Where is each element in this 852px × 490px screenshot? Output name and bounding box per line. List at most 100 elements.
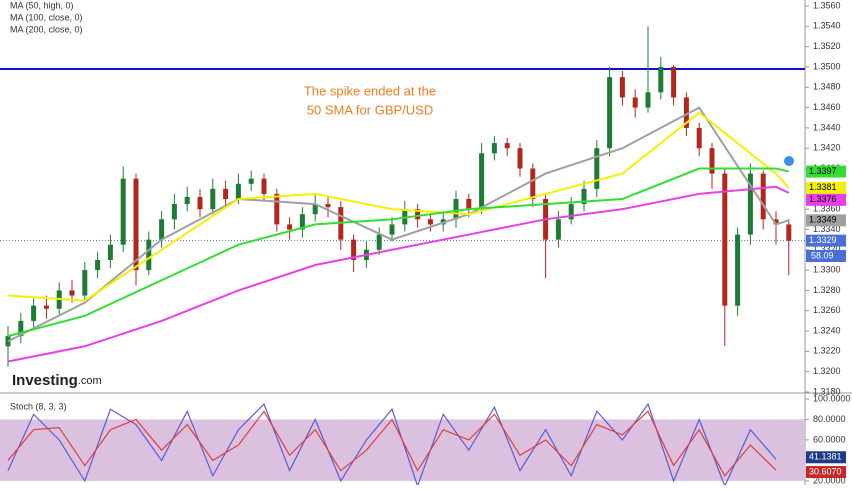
moving-average [7, 106, 790, 343]
candle-body [159, 219, 165, 240]
y-tick-label: 1.3280 [813, 285, 841, 295]
y-tick-label: 1.3240 [813, 325, 841, 335]
candle-body [594, 148, 600, 189]
candle-body [607, 77, 613, 149]
y-tick-label: 100.0000 [813, 393, 851, 403]
candle-body [530, 168, 536, 199]
candle-body [696, 127, 702, 149]
price-tag [806, 234, 846, 247]
candle-body [351, 239, 357, 260]
logo: Investing.com [12, 372, 102, 389]
candle-body [171, 204, 177, 220]
y-tick-label: 1.3320 [813, 244, 841, 254]
y-tick-label: 60.0000 [813, 434, 846, 444]
price-tag-label: 1.3329 [809, 235, 837, 245]
y-tick-label: 1.3540 [813, 21, 841, 31]
candle-body [415, 209, 421, 220]
candle-body [274, 193, 280, 225]
y-tick-label: 1.3500 [813, 61, 841, 71]
y-tick-label: 1.3200 [813, 366, 841, 376]
annotation: 50 SMA for GBP/USD [307, 102, 433, 117]
price-tag-label: 1.3349 [809, 215, 837, 225]
candle-body [146, 239, 152, 271]
candle-body [632, 97, 638, 108]
y-tick-label: 1.3520 [813, 41, 841, 51]
candle-body [773, 219, 779, 225]
y-tick-label: 1.3340 [813, 224, 841, 234]
candle-body [248, 178, 254, 184]
candle-body [491, 143, 497, 154]
timer-label: 58.09 [811, 250, 834, 260]
price-tag [806, 193, 846, 206]
stoch-tag-label: 41.1381 [809, 452, 842, 462]
logo-suffix: .com [78, 375, 102, 387]
candle-body [107, 244, 113, 260]
candle-body [18, 320, 24, 337]
candle-body [376, 234, 382, 250]
candle-body [619, 77, 625, 98]
candle-body [223, 188, 229, 199]
candle-body [325, 204, 331, 208]
price-tag-label: 1.3381 [809, 182, 837, 192]
candle-body [69, 290, 75, 296]
candle-body [82, 270, 88, 296]
candle-body [555, 219, 561, 240]
candle-body [645, 92, 651, 108]
candle-body [683, 97, 689, 128]
y-tick-label: 1.3460 [813, 102, 841, 112]
candle-body [312, 204, 318, 215]
y-tick-label: 1.3260 [813, 305, 841, 315]
candle-body [31, 305, 37, 321]
price-tag-label: 1.3376 [809, 194, 837, 204]
candle-body [786, 224, 792, 241]
candle-body [453, 199, 459, 220]
moving-average [7, 111, 790, 302]
legend: MA (50, high, 0) MA (100, close, 0) MA (20… [10, 0, 83, 34]
candle-body [120, 178, 126, 245]
candle-body [735, 234, 741, 306]
stoch-tag-label: 30.6070 [809, 466, 842, 476]
candle-body [261, 178, 267, 194]
candle-body [389, 224, 395, 235]
stoch-line [7, 410, 777, 477]
candle-body [568, 204, 574, 220]
candle-body [95, 259, 101, 271]
candle-body [299, 214, 305, 230]
candle-body [466, 199, 472, 210]
candle-body [43, 305, 49, 309]
candle-body [184, 196, 190, 205]
candle-body [504, 143, 510, 149]
legend-entry: MA (50, high, 0) [10, 0, 74, 10]
price-tag-label: 1.3397 [809, 166, 837, 176]
stoch-title: Stoch (8, 3, 3) [10, 401, 67, 411]
moving-average [7, 185, 790, 363]
candle-body [427, 219, 433, 225]
y-tick-label: 1.3360 [813, 204, 841, 214]
stoch-tag [806, 466, 846, 479]
y-tick-label: 80.0000 [813, 414, 846, 424]
candle-body [747, 173, 753, 235]
y-tick-label: 1.3220 [813, 346, 841, 356]
y-tick-label: 1.3480 [813, 82, 841, 92]
candle-body [133, 178, 139, 271]
candle-body [287, 224, 293, 230]
price-tag [806, 214, 846, 227]
moving-average [7, 167, 790, 338]
marker [784, 156, 794, 166]
candle-body [722, 173, 728, 306]
y-tick-label: 1.3180 [813, 386, 841, 396]
y-tick-label: 1.3560 [813, 0, 841, 10]
candle-body [658, 66, 664, 93]
logo-main: Investing [12, 372, 78, 389]
candle-body [671, 66, 677, 98]
candle-body [479, 153, 485, 210]
stoch-band [0, 419, 805, 481]
candle-body [210, 188, 216, 210]
legend-entry: MA (100, close, 0) [10, 12, 83, 22]
stoch-tag [806, 451, 846, 464]
legend-entry: MA (200, close, 0) [10, 24, 83, 34]
stoch-line [7, 402, 777, 488]
candle-body [760, 173, 766, 220]
price-tag [806, 165, 846, 178]
